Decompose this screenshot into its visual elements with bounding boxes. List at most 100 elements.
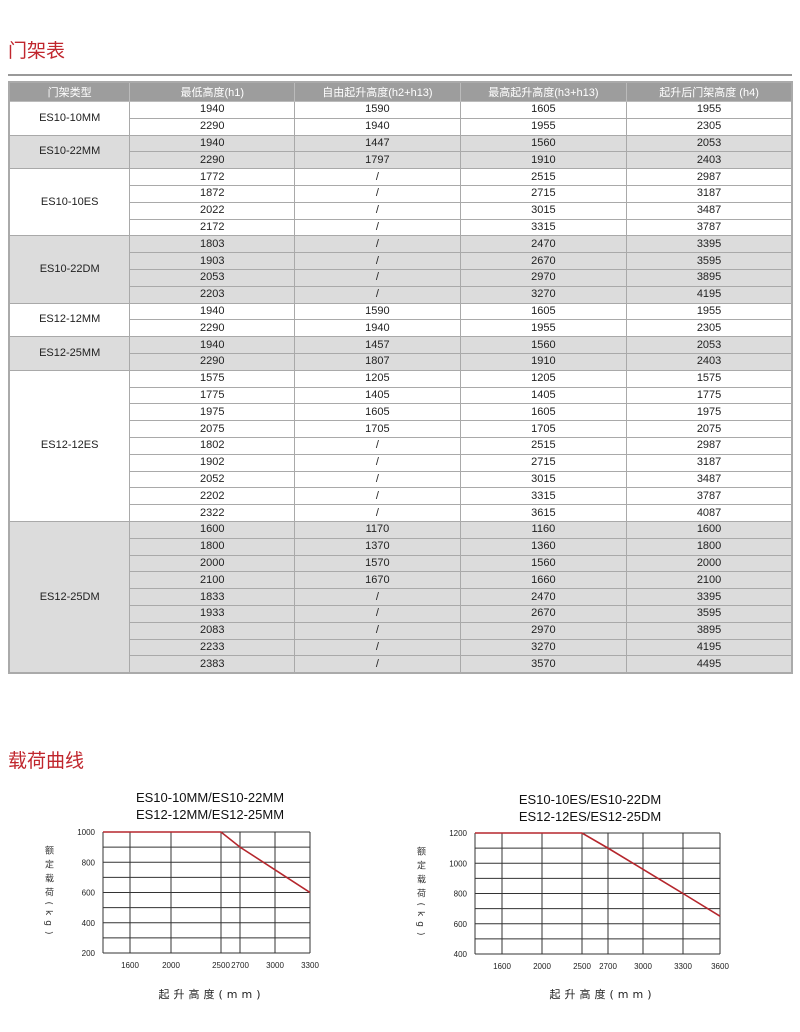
table-cell: 2470 [459, 235, 628, 254]
table-cell: / [294, 252, 461, 270]
y-tick-label: 1200 [449, 829, 467, 838]
x-tick-label: 2500 [212, 961, 230, 970]
y-axis-label: 额定载荷(kg) [43, 844, 54, 939]
table-cell: 1910 [459, 151, 628, 170]
table-header: 门架类型 最低高度(h1) 自由起升高度(h2+h13) 最高起升高度(h3+h13)… [8, 81, 793, 102]
table-cell: 1797 [294, 151, 461, 170]
table-cell: 3570 [459, 655, 628, 674]
x-tick-label: 2700 [231, 961, 249, 970]
chart-title-line: ES12-12ES/ES12-25DM [518, 809, 662, 824]
table-row: 2383/3570 4495 [9, 655, 793, 674]
table-row: ES10-22MM 1940 1447 1560 2053 [8, 134, 793, 170]
table-cell: 1802 [129, 436, 296, 455]
table-cell: 2203 [129, 285, 296, 304]
table-cell: 2053 [626, 336, 793, 354]
table-row: 2075 1705 1705 2075 [9, 420, 793, 438]
table-cell: 1575 [129, 369, 296, 388]
table-cell: 1605 [294, 403, 461, 422]
table-cell: 2052 [129, 470, 296, 489]
table-cell: / [294, 285, 461, 304]
column-header: 最低高度(h1) [129, 81, 296, 102]
model-cell: ES10-22MM [8, 134, 131, 170]
table-cell: / [294, 588, 461, 606]
table-cell: 3187 [626, 184, 793, 203]
table-row: 1802/2515 2987 [9, 436, 793, 455]
table-cell: 1560 [459, 134, 628, 153]
chart-title-line: ES12-12MM/ES12-25MM [135, 807, 285, 822]
table-cell: 1405 [459, 386, 628, 405]
table-cell: 3395 [626, 235, 793, 254]
model-cell: ES10-22DM [8, 235, 131, 304]
y-tick-label: 600 [82, 889, 96, 898]
table-cell: / [294, 621, 461, 640]
table-cell: 2403 [626, 151, 793, 170]
table-row: ES12-12ES 1575 1205 1205 1575 [8, 369, 793, 522]
y-axis-label: 额定载荷(kg) [415, 845, 426, 940]
x-tick-label: 3000 [266, 961, 284, 970]
x-tick-label: 2500 [573, 962, 591, 971]
table-cell: 1160 [459, 520, 628, 539]
x-tick-label: 2000 [162, 961, 180, 970]
x-axis-label: 起升高度(mm) [158, 987, 264, 1001]
load-curve-line [103, 831, 311, 894]
table-cell: 3895 [626, 621, 793, 640]
table-row: 2203/3270 4195 [9, 285, 793, 304]
divider [8, 74, 792, 76]
x-tick-label: 3600 [711, 962, 729, 971]
table-cell: 1800 [129, 537, 296, 556]
y-tick-label: 1000 [77, 828, 95, 837]
x-tick-label: 2000 [533, 962, 551, 971]
x-tick-label: 1600 [121, 961, 139, 970]
table-cell: 2000 [626, 554, 793, 573]
column-header: 起升后门架高度 (h4) [626, 81, 793, 102]
table-cell: / [294, 655, 461, 674]
table-cell: 1800 [626, 537, 793, 556]
y-tick-label: 400 [82, 919, 96, 928]
chart-title-line: ES10-10ES/ES10-22DM [518, 792, 662, 807]
table-row: 2100 1670 1660 2100 [9, 571, 793, 590]
table-cell: 2100 [626, 571, 793, 590]
table-row: ES12-25DM 1600 1170 1160 1600 [8, 520, 793, 674]
column-header: 门架类型 [8, 81, 131, 102]
table-row: 1933/2670 3595 [9, 604, 793, 623]
table-cell: 4195 [626, 285, 793, 304]
table-cell: 1940 [129, 336, 296, 354]
table-row: 2290 1797 1910 2403 [9, 151, 793, 170]
table-cell: 3595 [626, 252, 793, 270]
y-tick-label: 200 [82, 949, 96, 958]
table-cell: 1560 [459, 336, 628, 354]
table-cell: 2715 [459, 453, 628, 472]
table-cell: 2022 [129, 201, 296, 220]
table-cell: 3395 [626, 588, 793, 606]
table-row: ES12-12MM 1940 1590 1605 1955 [8, 302, 793, 338]
table-row: ES10-22DM 1803/2470 3395 [8, 235, 793, 304]
table-cell: / [294, 235, 461, 254]
y-tick-label: 1000 [449, 859, 467, 868]
table-cell: 1955 [626, 302, 793, 321]
y-tick-label: 800 [454, 890, 468, 899]
table-cell: 1940 [129, 101, 296, 119]
x-tick-label: 3000 [634, 962, 652, 971]
chart-title-line: ES10-10MM/ES10-22MM [135, 790, 285, 805]
table-cell: 2322 [129, 504, 296, 522]
section-title-mast-table: 门架表 [8, 40, 66, 62]
table-row: 1872/2715 3187 [9, 184, 793, 203]
model-cell: ES12-25DM [8, 520, 131, 674]
table-cell: 4495 [626, 655, 793, 674]
chart-title: ES10-10ES/ES10-22DM ES12-12ES/ES12-25DM [480, 791, 700, 825]
model-cell: ES12-12ES [8, 369, 131, 522]
table-row: 2233/3270 4195 [9, 638, 793, 657]
table-cell: 2383 [129, 655, 296, 674]
x-tick-label: 1600 [493, 962, 511, 971]
table-row: 2322/3615 4087 [9, 504, 793, 522]
table-row: 2290 1940 1955 2305 [9, 319, 793, 338]
table-cell: 2100 [129, 571, 296, 590]
table-cell: 1910 [459, 352, 628, 371]
table-row: 1903/2670 3595 [9, 252, 793, 270]
table-cell: 1903 [129, 252, 296, 270]
y-tick-label: 400 [454, 950, 468, 959]
table-cell: 3615 [459, 504, 628, 522]
